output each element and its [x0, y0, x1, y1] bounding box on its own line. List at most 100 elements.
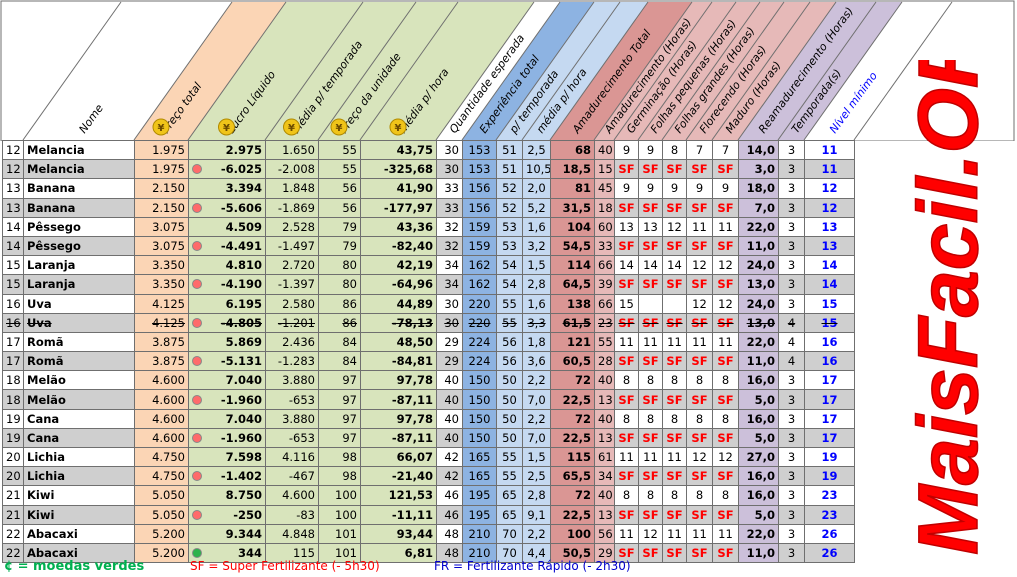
- cell-col-1: Laranja: [23, 274, 135, 295]
- cell-col-13: SF: [614, 542, 639, 564]
- table-row: 13 Banana 2.150 -5.606 -1.869 56 -177,97 33 156 5…: [2, 197, 855, 218]
- cell-value: 17: [821, 411, 838, 426]
- cell-col-13: SF: [614, 504, 639, 525]
- cell-col-16: 12: [686, 293, 713, 314]
- cell-value: 16: [6, 315, 21, 330]
- cell-value: 8: [721, 373, 730, 388]
- cell-col-9: 55: [496, 466, 523, 487]
- cell-col-13: 11: [614, 446, 639, 468]
- cell-col-19: 3: [778, 274, 805, 295]
- cell-col-5: 98: [318, 466, 361, 487]
- cell-value: SF: [717, 507, 734, 522]
- cell-col-8: 162: [462, 255, 497, 276]
- cell-col-2: 4.600: [134, 370, 189, 391]
- cell-value: 8: [721, 411, 730, 426]
- cell-value: 50,5: [562, 546, 591, 561]
- cell-col-15: 11: [662, 446, 687, 468]
- cell-col-20: 17: [804, 427, 855, 449]
- cell-value: 153: [468, 143, 491, 158]
- footer-fr-legend: FR = Fertilizante Rápido (- 2h30): [434, 559, 631, 573]
- cell-value: 33: [444, 181, 459, 196]
- cell-col-3: -5.131: [188, 351, 266, 372]
- cell-col-18: 16,0: [738, 466, 779, 487]
- cell-col-0: 16: [2, 293, 24, 314]
- cell-col-9: 52: [496, 197, 523, 218]
- cell-value: SF: [717, 315, 734, 330]
- cell-col-12: 45: [594, 178, 615, 199]
- cell-col-17: SF: [712, 389, 739, 410]
- cell-value: Cana: [27, 411, 60, 426]
- cell-col-14: 8: [638, 408, 663, 429]
- cell-col-6: -84,81: [360, 351, 437, 372]
- cell-value: SF: [642, 239, 659, 254]
- cell-col-3: 8.750: [188, 485, 266, 506]
- cell-value: 2,8: [527, 488, 546, 503]
- cell-value: 10,5: [526, 162, 551, 177]
- cell-col-7: 30: [436, 159, 463, 180]
- cell-value: 4.848: [282, 526, 315, 541]
- cell-value: 100: [566, 526, 591, 541]
- cell-value: 48,50: [396, 334, 433, 349]
- cell-col-1: Melancia: [23, 159, 135, 180]
- cell-col-4: -653: [265, 389, 319, 410]
- cell-value: 39: [598, 277, 613, 292]
- cell-value: 3.350: [152, 258, 185, 273]
- cell-col-20: 26: [804, 542, 855, 564]
- cell-value: 195: [468, 507, 491, 522]
- coin-icon: ¥: [283, 118, 300, 136]
- cell-value: -87,11: [391, 430, 433, 445]
- cell-col-11: 64,5: [550, 274, 595, 295]
- cell-value: 17: [821, 373, 838, 388]
- cell-value: 4.600: [152, 430, 185, 445]
- cell-value: 8: [670, 411, 679, 426]
- cell-value: SF: [717, 162, 734, 177]
- cell-value: 60: [598, 219, 613, 234]
- cell-col-19: 4: [778, 312, 805, 333]
- cell-value: 54: [502, 277, 517, 292]
- cell-col-4: -83: [265, 504, 319, 525]
- cell-value: 16: [821, 354, 838, 369]
- cell-value: 22,5: [562, 507, 591, 522]
- cell-value: 3,2: [527, 239, 546, 254]
- cell-col-18: 27,0: [738, 446, 779, 468]
- cell-col-0: 19: [2, 427, 24, 449]
- cell-value: -467: [288, 469, 315, 484]
- cell-value: Pêssego: [27, 219, 81, 234]
- cell-value: 11: [667, 334, 682, 349]
- cell-value: SF: [618, 430, 635, 445]
- cell-value: 65: [502, 488, 517, 503]
- cell-col-3: 5.869: [188, 331, 266, 353]
- cell-col-12: 40: [594, 370, 615, 391]
- cell-value: 14: [619, 258, 634, 273]
- cell-col-11: 104: [550, 216, 595, 237]
- cell-col-17: SF: [712, 197, 739, 218]
- cell-value: 3.880: [282, 373, 315, 388]
- cell-value: -5.606: [220, 200, 262, 215]
- cell-value: 2,5: [527, 143, 546, 158]
- cell-value: 11: [692, 334, 707, 349]
- cell-col-18: 5,0: [738, 504, 779, 525]
- cell-value: SF: [642, 392, 659, 407]
- cell-value: SF: [618, 507, 635, 522]
- cell-col-0: 14: [2, 235, 24, 257]
- cell-col-4: 3.880: [265, 408, 319, 429]
- cell-col-1: Laranja: [23, 255, 135, 276]
- cell-value: 12: [692, 450, 707, 465]
- table-row: 13 Banana 2.150 3.394 1.848 56 41,90 33 156 52 2,0…: [2, 178, 855, 199]
- cell-col-7: 29: [436, 331, 463, 353]
- cell-value: 114: [566, 258, 591, 273]
- cell-col-14: SF: [638, 389, 663, 410]
- cell-value: Lichia: [27, 450, 65, 465]
- cell-col-8: 165: [462, 446, 497, 468]
- cell-col-9: 56: [496, 331, 523, 353]
- cell-value: SF: [691, 162, 708, 177]
- cell-col-16: 8: [686, 485, 713, 506]
- cell-value: 9: [670, 181, 679, 196]
- cell-col-2: 5.050: [134, 504, 189, 525]
- cell-value: SF: [618, 469, 635, 484]
- cell-col-2: 3.350: [134, 255, 189, 276]
- cell-col-16: 8: [686, 370, 713, 391]
- cell-value: 3.075: [152, 219, 185, 234]
- cell-col-20: 15: [804, 312, 855, 333]
- cell-value: 40: [598, 373, 613, 388]
